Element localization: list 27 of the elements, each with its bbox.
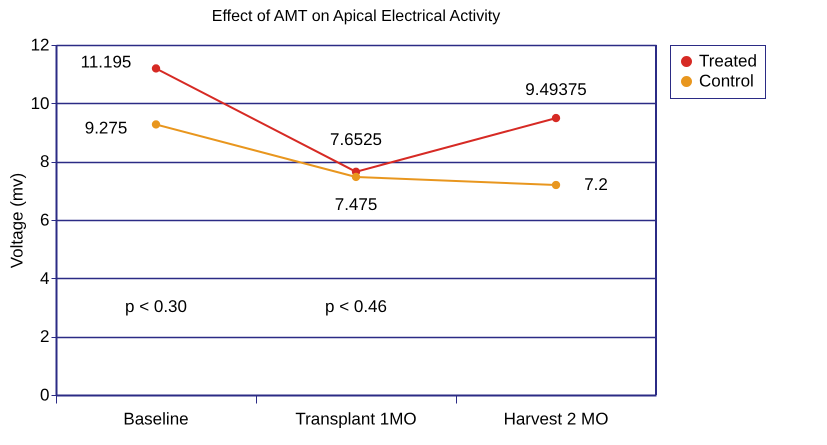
x-tick-label: Transplant 1MO [295, 410, 417, 428]
x-tick-label: Baseline [123, 410, 189, 428]
y-tick-label: 10 [30, 94, 50, 113]
y-tick-label: 0 [40, 386, 50, 404]
y-tick-label: 2 [40, 327, 50, 346]
point [152, 64, 160, 73]
y-axis-title: Voltage (mv) [8, 172, 27, 268]
point [152, 120, 160, 129]
y-tick-label: 4 [40, 268, 50, 288]
point [552, 180, 560, 190]
annotation: p < 0.30 [125, 297, 187, 316]
data-label: 7.6525 [330, 130, 382, 149]
point [352, 172, 360, 182]
data-label: 7.2 [584, 175, 608, 194]
legend-label: Control [699, 72, 754, 90]
data-label: 11.195 [80, 52, 132, 72]
point [552, 114, 560, 122]
y-tick-label: 12 [30, 36, 50, 54]
legend-label: Treated [699, 52, 757, 70]
data-label: 9.275 [84, 118, 128, 138]
chart-title: Effect of AMT on Apical Electrical Activity [212, 8, 500, 25]
data-label: 7.475 [334, 194, 378, 214]
data-label: 9.49375 [525, 80, 587, 100]
x-tick-label: Harvest 2 MO [504, 410, 608, 428]
y-tick-label: 8 [40, 152, 50, 172]
annotation: p < 0.46 [325, 297, 387, 316]
y-tick-label: 6 [40, 210, 50, 230]
